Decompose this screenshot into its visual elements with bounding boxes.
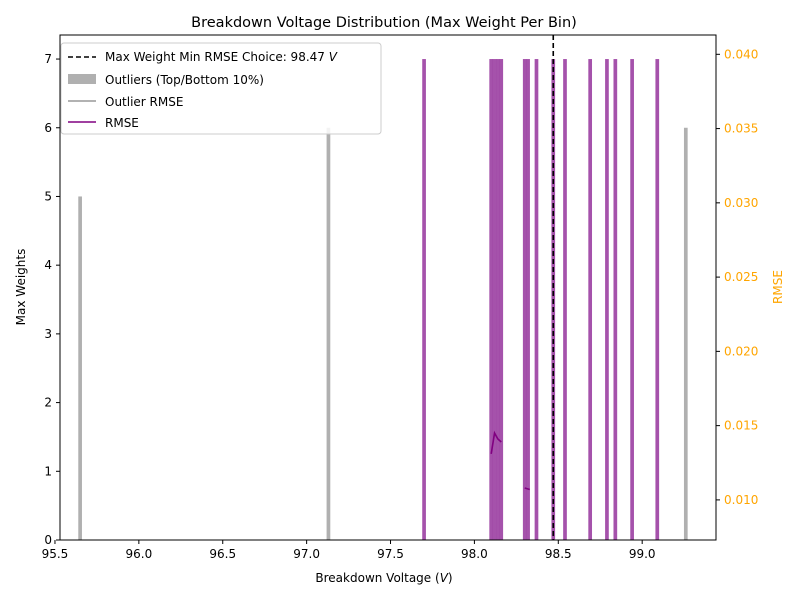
weight-bar [422, 59, 426, 541]
y-axis-left: 0 1 2 3 4 5 6 7 [44, 52, 60, 547]
weight-bar [630, 59, 634, 541]
y2-tick-label: 0.040 [724, 47, 758, 61]
legend-outliers-label: Outliers (Top/Bottom 10%) [105, 73, 264, 87]
y2-tick-label: 0.010 [724, 493, 758, 507]
y-tick-label: 5 [44, 189, 52, 203]
legend-outlier-rmse-label: Outlier RMSE [105, 95, 183, 109]
y2-tick-label: 0.020 [724, 344, 758, 358]
x-tick-label: 96.0 [125, 547, 152, 561]
weight-bar [496, 59, 500, 541]
y2-tick-label: 0.025 [724, 270, 758, 284]
weight-bar [489, 59, 494, 541]
weight-bar [563, 59, 567, 541]
outlier-bar [78, 196, 82, 540]
y-tick-label: 6 [44, 121, 52, 135]
weight-bar [492, 59, 497, 541]
rmse-line [524, 487, 530, 491]
x-axis-title-text: Breakdown Voltage ( [315, 571, 439, 585]
x-tick-label: 99.0 [629, 547, 656, 561]
y-tick-label: 3 [44, 327, 52, 341]
legend-box [60, 42, 382, 135]
weight-bar [588, 59, 593, 541]
x-tick-label: 96.5 [209, 547, 236, 561]
y2-tick-label: 0.035 [724, 122, 758, 136]
x-tick-label: 95.5 [42, 547, 69, 561]
weight-bar [534, 59, 539, 541]
legend-choice-label: Max Weight Min RMSE Choice: 98.47 V [105, 50, 338, 64]
weight-bar [499, 59, 504, 541]
x-axis: 95.5 96.0 96.5 97.0 97.5 98.0 98.5 99.0 [42, 540, 656, 561]
y-tick-label: 0 [44, 533, 52, 547]
weight-bar [605, 59, 609, 541]
weight-bar [526, 59, 530, 541]
rmse-line [490, 430, 502, 454]
legend-rmse-label: RMSE [105, 116, 139, 130]
y2-tick-label: 0.015 [724, 419, 758, 433]
y-tick-label: 1 [44, 464, 52, 478]
weight-bar [613, 59, 618, 541]
weight-bar [522, 59, 527, 541]
x-axis-title: Breakdown Voltage (V) [315, 571, 452, 585]
y-tick-label: 4 [44, 258, 52, 272]
x-tick-label: 98.5 [545, 547, 572, 561]
weight-bar [655, 59, 660, 541]
x-axis-title-unit: V [440, 571, 449, 585]
legend: Max Weight Min RMSE Choice: 98.47 V Outl… [60, 42, 382, 135]
plot-area [78, 35, 688, 541]
chart-title: Breakdown Voltage Distribution (Max Weig… [191, 15, 577, 31]
x-tick-label: 97.5 [377, 547, 404, 561]
x-tick-label: 98.0 [461, 547, 488, 561]
legend-choice-unit: V [329, 50, 338, 64]
x-axis-title-close: ) [448, 571, 453, 585]
y-axis-right-title: RMSE [771, 270, 785, 304]
plot-frame [59, 34, 717, 541]
outlier-bar [326, 127, 331, 541]
y-tick-label: 7 [44, 52, 52, 66]
legend-choice-text: Max Weight Min RMSE Choice: 98.47 [105, 50, 329, 64]
y-axis-right: 0.010 0.015 0.020 0.025 0.030 0.035 0.040 [716, 47, 758, 507]
x-tick-label: 97.0 [293, 547, 320, 561]
legend-outliers-swatch [68, 74, 96, 84]
outlier-bar [683, 127, 688, 541]
y2-tick-label: 0.030 [724, 196, 758, 210]
y-tick-label: 2 [44, 396, 52, 410]
y-axis-title: Max Weights [14, 249, 28, 326]
